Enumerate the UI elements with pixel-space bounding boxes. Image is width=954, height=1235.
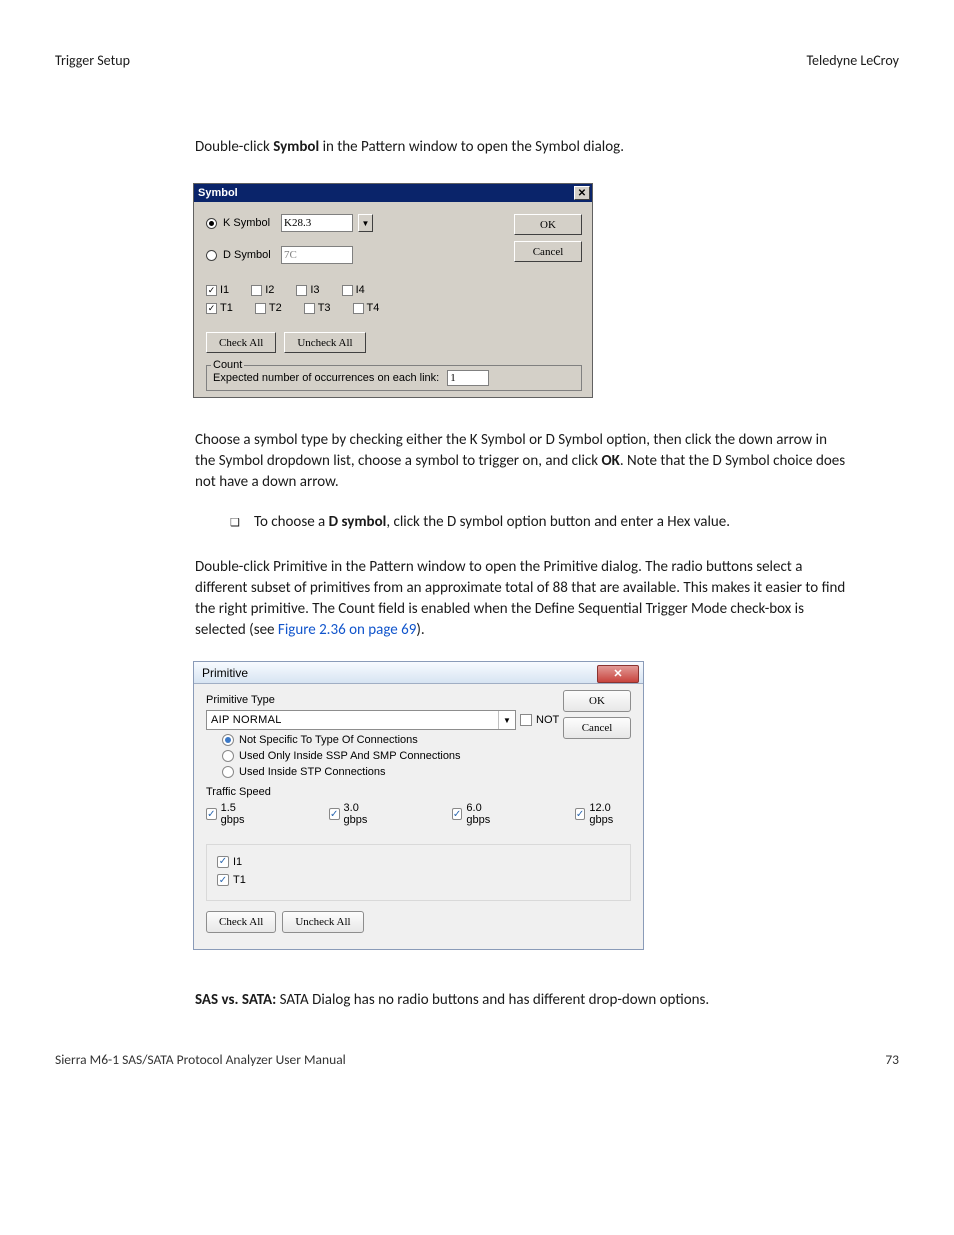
bullet-item: ❑ To choose a D symbol, click the D symb… bbox=[230, 513, 849, 531]
uncheck-all-button[interactable]: Uncheck All bbox=[284, 332, 365, 353]
cb-label: 3.0 gbps bbox=[344, 802, 380, 826]
radio-label: Not Specific To Type Of Connections bbox=[239, 734, 418, 746]
cb-label: T1 bbox=[220, 302, 233, 314]
count-legend: Count bbox=[211, 359, 244, 371]
close-icon[interactable]: ✕ bbox=[597, 665, 639, 683]
radio-label: Used Only Inside SSP And SMP Connections bbox=[239, 750, 461, 762]
intro-paragraph: Double-click Symbol in the Pattern windo… bbox=[195, 137, 759, 157]
sas-sata-paragraph: SAS vs. SATA: SATA Dialog has no radio b… bbox=[195, 990, 849, 1011]
footer-left: Sierra M6-1 SAS/SATA Protocol Analyzer U… bbox=[55, 1051, 346, 1068]
traffic-speed-label: Traffic Speed bbox=[206, 786, 631, 798]
cb-label: I1 bbox=[220, 284, 229, 296]
conn-radio-1[interactable] bbox=[222, 750, 234, 762]
d-symbol-radio[interactable] bbox=[206, 250, 217, 261]
cb-label: I4 bbox=[356, 284, 365, 296]
cancel-button[interactable]: Cancel bbox=[514, 241, 582, 262]
close-icon[interactable]: ✕ bbox=[574, 186, 590, 200]
ok-button[interactable]: OK bbox=[563, 690, 631, 712]
count-label: Expected number of occurrences on each l… bbox=[213, 372, 439, 384]
cb-label: T3 bbox=[318, 302, 331, 314]
txt: ). bbox=[416, 621, 424, 639]
cb-label: T1 bbox=[233, 874, 246, 886]
cb-label: T4 bbox=[367, 302, 380, 314]
chevron-down-icon[interactable]: ▼ bbox=[498, 711, 515, 729]
conn-radio-0[interactable] bbox=[222, 734, 234, 746]
d-symbol-input[interactable] bbox=[281, 246, 353, 264]
header-right: Teledyne LeCroy bbox=[806, 52, 899, 69]
txt-bold: SAS vs. SATA: bbox=[195, 991, 276, 1009]
d-symbol-label: D Symbol bbox=[223, 249, 275, 261]
bullet-icon: ❑ bbox=[230, 516, 242, 531]
cb-label: 12.0 gbps bbox=[589, 802, 631, 826]
symbol-dialog: Symbol ✕ OK Cancel K Symbol ▼ D Symbol ✓… bbox=[193, 183, 593, 398]
cb-label: 6.0 gbps bbox=[466, 802, 502, 826]
footer-right: 73 bbox=[885, 1051, 899, 1068]
not-checkbox[interactable] bbox=[520, 714, 532, 726]
cb-label: T2 bbox=[269, 302, 282, 314]
primitive-paragraph: Double-click Primitive in the Pattern wi… bbox=[195, 557, 849, 641]
t1-checkbox[interactable]: ✓ bbox=[206, 303, 217, 314]
txt: To choose a bbox=[254, 513, 329, 531]
conn-radio-2[interactable] bbox=[222, 766, 234, 778]
cb-label: 1.5 gbps bbox=[221, 802, 257, 826]
i3-checkbox[interactable] bbox=[296, 285, 307, 296]
speed-12-0-checkbox[interactable]: ✓ bbox=[575, 808, 586, 820]
txt: , click the D symbol option button and e… bbox=[386, 513, 730, 531]
txt-bold: Symbol bbox=[273, 138, 319, 156]
k-symbol-input[interactable] bbox=[281, 214, 353, 232]
primitive-dialog: Primitive ✕ OK Cancel Primitive Type AIP… bbox=[193, 661, 644, 950]
not-label: NOT bbox=[536, 714, 559, 726]
dropdown-value: AIP NORMAL bbox=[207, 714, 498, 726]
t2-checkbox[interactable] bbox=[255, 303, 266, 314]
radio-label: Used Inside STP Connections bbox=[239, 766, 386, 778]
symbol-titlebar[interactable]: Symbol ✕ bbox=[194, 184, 592, 202]
speed-3-0-checkbox[interactable]: ✓ bbox=[329, 808, 340, 820]
count-input[interactable] bbox=[447, 370, 489, 386]
header-left: Trigger Setup bbox=[55, 52, 130, 69]
mid-paragraph: Choose a symbol type by checking either … bbox=[195, 430, 849, 493]
it-panel: ✓ I1 ✓ T1 bbox=[206, 844, 631, 901]
figure-link[interactable]: Figure 2.36 on page 69 bbox=[278, 621, 416, 639]
i2-checkbox[interactable] bbox=[251, 285, 262, 296]
i1-checkbox[interactable]: ✓ bbox=[206, 285, 217, 296]
check-all-button[interactable]: Check All bbox=[206, 911, 276, 933]
speed-1-5-checkbox[interactable]: ✓ bbox=[206, 808, 217, 820]
txt-bold: D symbol bbox=[329, 513, 387, 531]
primitive-type-dropdown[interactable]: AIP NORMAL ▼ bbox=[206, 710, 516, 730]
check-all-button[interactable]: Check All bbox=[206, 332, 276, 353]
txt: in the Pattern window to open the Symbol… bbox=[319, 138, 624, 156]
speed-6-0-checkbox[interactable]: ✓ bbox=[452, 808, 463, 820]
i4-checkbox[interactable] bbox=[342, 285, 353, 296]
ok-button[interactable]: OK bbox=[514, 214, 582, 235]
cb-label: I2 bbox=[265, 284, 274, 296]
t1-checkbox[interactable]: ✓ bbox=[217, 874, 229, 886]
cb-label: I3 bbox=[310, 284, 319, 296]
cancel-button[interactable]: Cancel bbox=[563, 717, 631, 739]
txt: SATA Dialog has no radio buttons and has… bbox=[276, 991, 709, 1009]
txt-bold: OK bbox=[601, 452, 619, 470]
cb-label: I1 bbox=[233, 856, 242, 868]
primitive-title-text: Primitive bbox=[202, 666, 248, 680]
count-group: Count Expected number of occurrences on … bbox=[206, 365, 582, 391]
t4-checkbox[interactable] bbox=[353, 303, 364, 314]
k-symbol-radio[interactable] bbox=[206, 218, 217, 229]
uncheck-all-button[interactable]: Uncheck All bbox=[282, 911, 363, 933]
t3-checkbox[interactable] bbox=[304, 303, 315, 314]
txt: Double-click bbox=[195, 138, 273, 156]
primitive-titlebar[interactable]: Primitive ✕ bbox=[194, 662, 643, 684]
symbol-title-text: Symbol bbox=[198, 187, 238, 199]
k-symbol-label: K Symbol bbox=[223, 217, 275, 229]
i1-checkbox[interactable]: ✓ bbox=[217, 856, 229, 868]
chevron-down-icon[interactable]: ▼ bbox=[358, 214, 373, 232]
